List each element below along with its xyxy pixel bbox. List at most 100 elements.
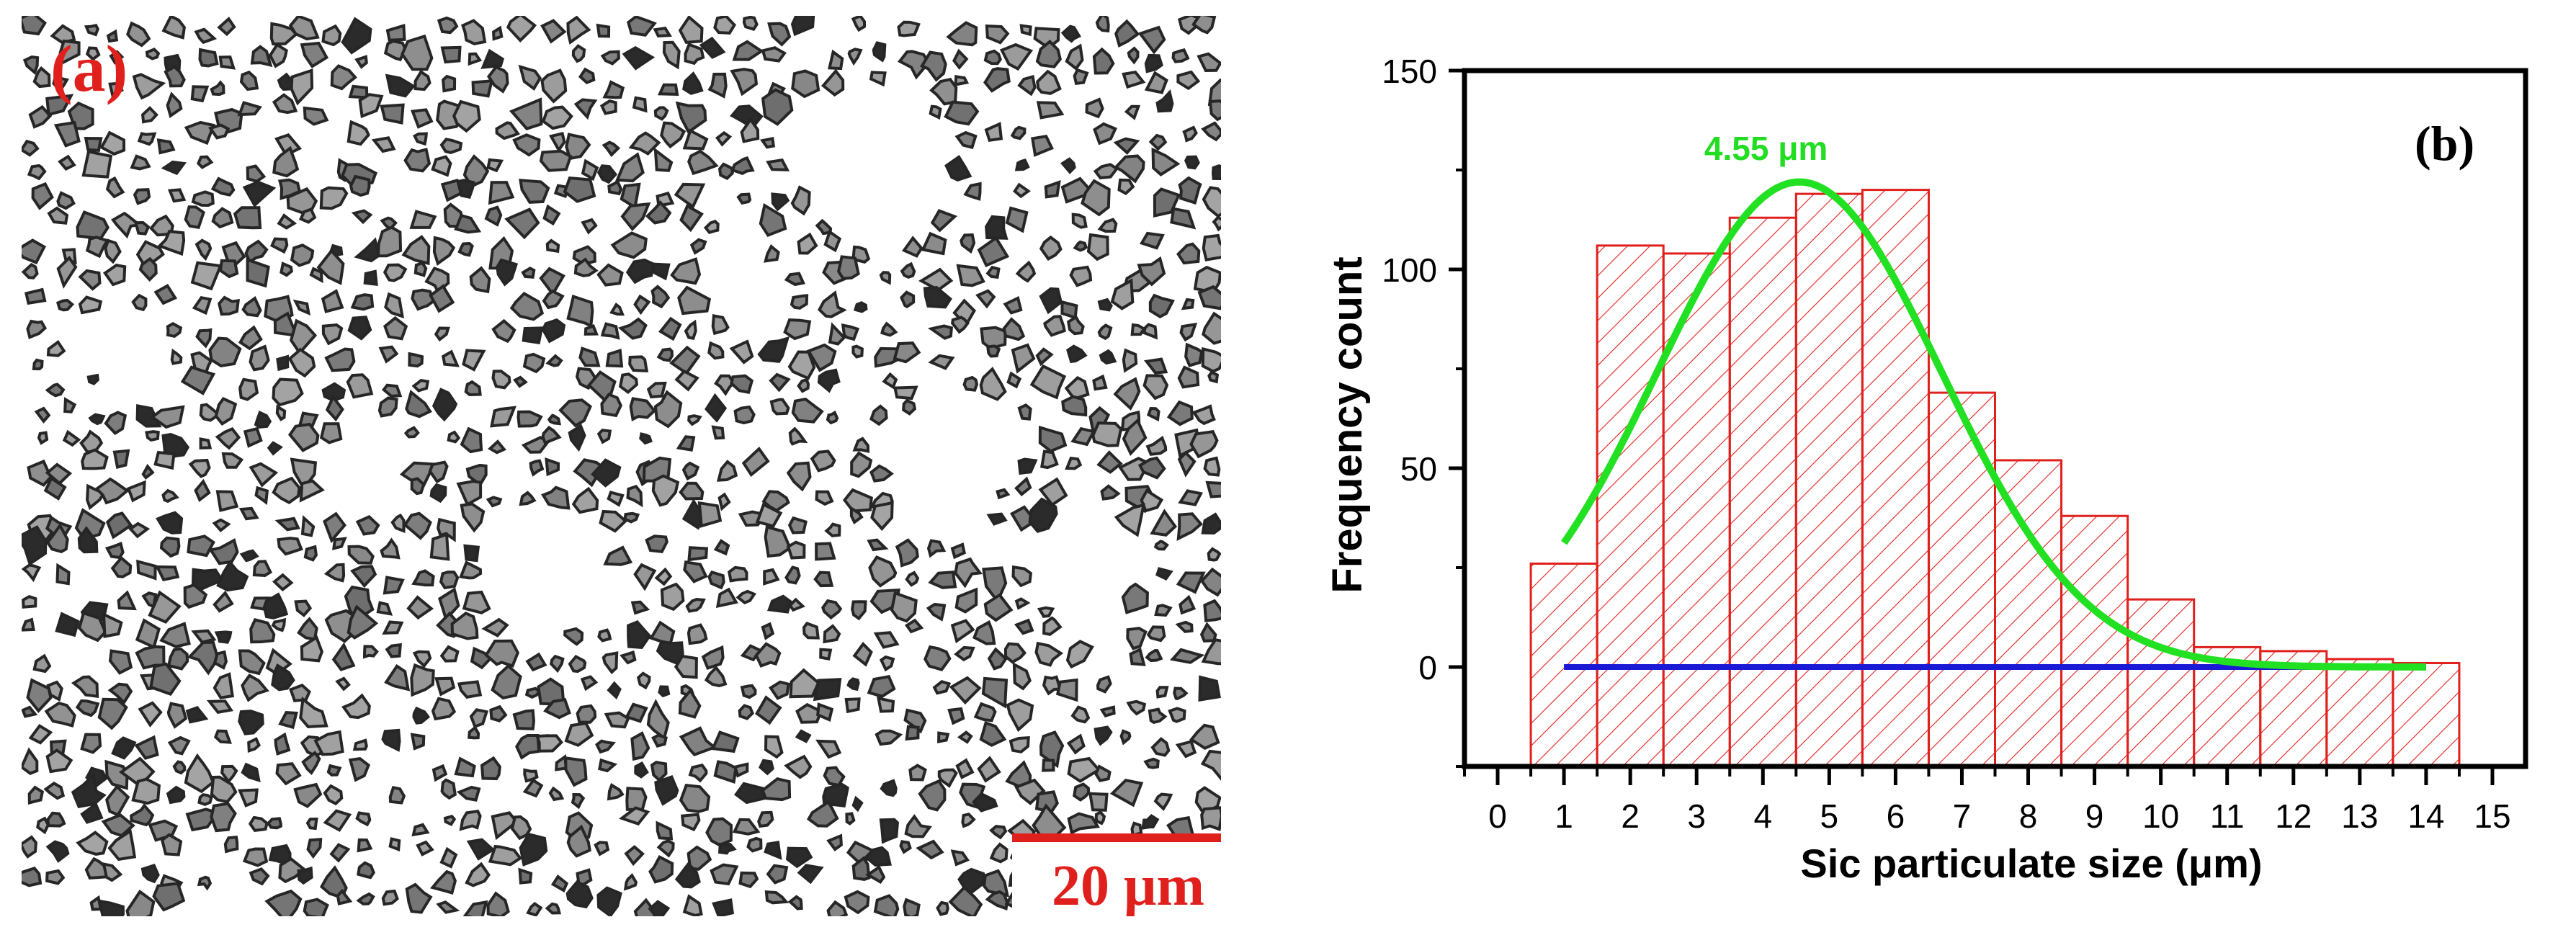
sic-particle	[790, 16, 815, 37]
sic-particle	[403, 511, 432, 540]
sic-particle	[736, 192, 752, 205]
sic-particle	[810, 449, 836, 473]
sic-particle	[985, 344, 1001, 358]
sic-particle	[675, 101, 707, 135]
sic-particle	[980, 326, 1007, 350]
sic-particle	[996, 488, 1011, 500]
sic-particle	[271, 617, 287, 632]
sic-particle	[246, 257, 270, 288]
sic-particle	[873, 631, 900, 649]
sic-particle	[836, 255, 860, 280]
sic-particle	[58, 154, 76, 171]
sic-particle	[1039, 730, 1065, 769]
sic-particle	[685, 597, 706, 613]
sic-particle	[1155, 89, 1174, 113]
sic-particle	[411, 288, 436, 311]
sic-particle	[591, 458, 622, 488]
sic-particle	[540, 19, 567, 44]
sic-particle	[679, 726, 717, 757]
sic-particle	[27, 785, 45, 805]
histogram-bar	[1596, 244, 1665, 768]
sic-particle	[489, 704, 508, 722]
sic-particle	[316, 249, 345, 285]
sic-particle	[1060, 300, 1078, 320]
sic-particle	[1037, 606, 1055, 618]
x-tick-label: 2	[1621, 797, 1640, 835]
sic-particle	[713, 539, 730, 556]
sic-particle	[607, 491, 625, 507]
sic-particle	[1100, 484, 1121, 501]
sic-particle	[45, 382, 66, 398]
sic-particle	[125, 890, 156, 916]
sic-particle	[242, 180, 277, 207]
sic-particle	[45, 840, 70, 863]
sic-particle	[989, 825, 1008, 840]
sic-particle	[457, 241, 474, 257]
sic-particle	[290, 68, 314, 106]
sic-particle	[490, 406, 516, 428]
sic-particle	[197, 155, 214, 169]
sic-particle	[982, 869, 1009, 898]
x-tick-label: 1	[1555, 797, 1573, 835]
sic-particle	[47, 206, 69, 225]
sic-particle	[890, 591, 918, 623]
sic-particle	[213, 729, 233, 744]
sic-particle	[603, 545, 633, 566]
sic-particle	[1019, 24, 1032, 37]
sic-particle	[323, 809, 352, 832]
sic-particle	[704, 665, 728, 688]
sic-particle	[436, 900, 460, 914]
sic-particle	[687, 845, 712, 871]
sic-particle	[763, 568, 780, 586]
sic-particle	[160, 833, 183, 856]
sic-particle	[1176, 571, 1206, 594]
sic-particle	[509, 97, 543, 131]
sic-particle	[206, 699, 233, 714]
sic-particle	[297, 866, 313, 885]
sic-particle	[55, 563, 71, 586]
sic-particle	[330, 64, 357, 91]
sic-particle	[300, 515, 316, 537]
sic-particle	[689, 238, 707, 255]
y-tick-label: 100	[1382, 251, 1437, 289]
sic-particle	[167, 188, 187, 203]
sic-particle	[1042, 616, 1063, 636]
sic-particle	[674, 654, 698, 679]
sic-particle	[1124, 104, 1141, 120]
sic-particle	[431, 388, 458, 422]
sic-particle	[249, 867, 270, 886]
sic-particle	[56, 191, 76, 210]
sic-particle	[598, 758, 618, 773]
sic-particle	[412, 706, 431, 725]
sic-particle	[627, 620, 652, 649]
sic-particle	[1144, 53, 1163, 73]
sic-particle	[670, 257, 702, 285]
sic-particle	[522, 352, 546, 374]
sic-particle	[759, 202, 787, 238]
sic-particle	[1094, 810, 1106, 826]
sic-particle	[607, 783, 625, 801]
sic-particle	[879, 271, 892, 285]
sic-particle	[388, 837, 401, 852]
sic-particle	[195, 328, 213, 349]
sic-micrograph	[22, 16, 1221, 916]
sic-particle	[210, 802, 237, 833]
sic-particle	[900, 290, 916, 309]
sic-particle	[844, 697, 861, 714]
sic-particle	[141, 463, 155, 480]
sic-particle	[1060, 24, 1081, 43]
sic-particle	[623, 511, 640, 524]
sic-particle	[215, 426, 241, 450]
sic-particle	[481, 617, 509, 638]
sic-particle	[757, 336, 790, 363]
sic-particle	[267, 441, 284, 456]
sic-particle	[849, 506, 864, 525]
sic-particle	[1199, 622, 1217, 643]
sic-particle	[321, 289, 344, 313]
sic-particle	[826, 900, 849, 916]
sic-particle	[946, 21, 978, 47]
scale-bar-line	[1012, 833, 1221, 842]
sic-particle	[944, 154, 972, 182]
sic-particle	[687, 546, 709, 562]
sic-particle	[460, 502, 486, 533]
